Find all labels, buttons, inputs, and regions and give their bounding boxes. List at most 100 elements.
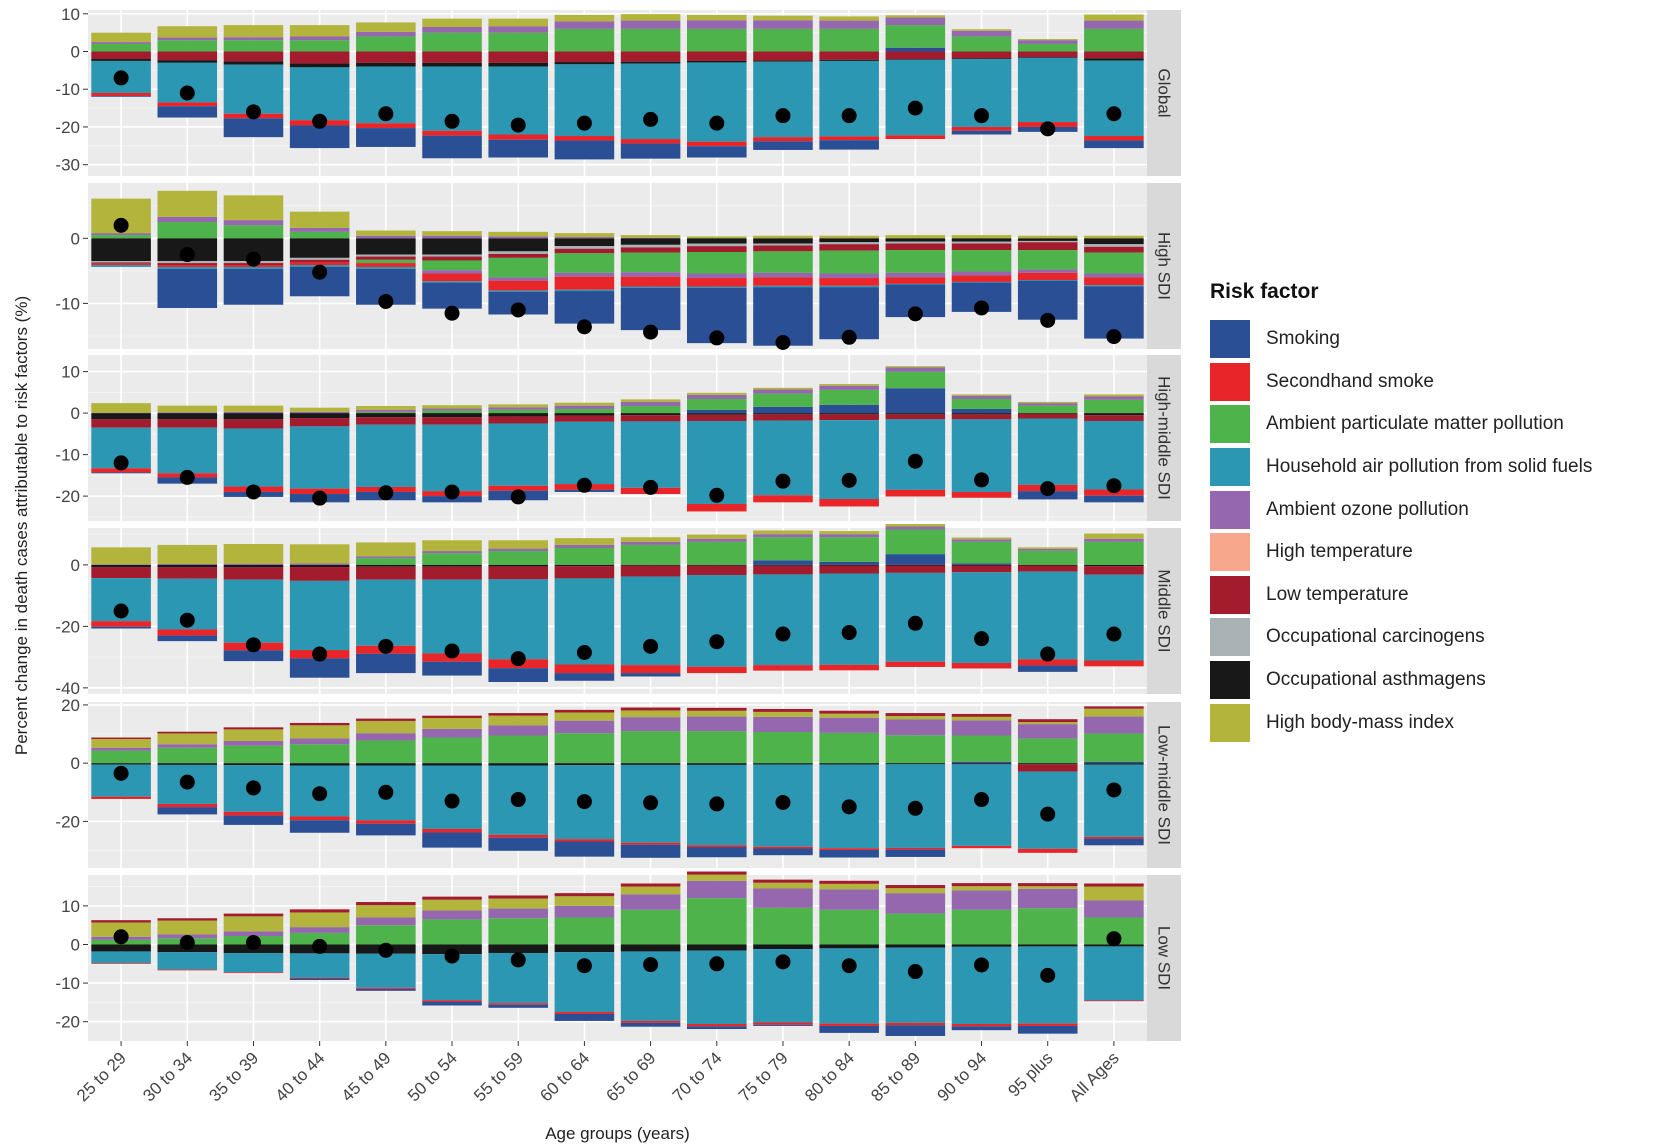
net-change-point: [312, 786, 328, 802]
bar-segment: [554, 62, 615, 65]
bar-segment: [554, 421, 615, 485]
bar-segment: [1017, 738, 1078, 764]
legend-item: Secondhand smoke: [1210, 361, 1650, 404]
net-change-point: [841, 329, 857, 345]
bar-segment: [885, 885, 946, 889]
bar-segment: [91, 763, 151, 765]
bar-segment: [223, 61, 284, 65]
net-change-point: [179, 247, 195, 263]
net-change-point: [709, 115, 725, 131]
net-change-point: [841, 958, 857, 974]
bar-segment: [488, 763, 549, 766]
net-change-point: [1106, 106, 1122, 122]
bar-segment: [422, 661, 482, 676]
bar-segment: [554, 664, 615, 674]
bar-segment: [620, 1020, 681, 1023]
bar-segment: [885, 367, 946, 372]
facet-label: High-middle SDI: [1155, 376, 1174, 500]
bar-segment: [885, 947, 946, 1023]
bar-segment: [620, 565, 681, 577]
bar-segment: [356, 905, 416, 918]
bar-segment: [422, 51, 482, 63]
bar-segment: [1017, 51, 1078, 58]
bar-segment: [753, 564, 813, 566]
y-tick-label: -20: [55, 487, 80, 506]
net-change-point: [113, 929, 129, 945]
net-change-point: [245, 637, 261, 653]
bar-segment: [753, 28, 813, 52]
bar-segment: [356, 542, 416, 557]
bar-segment: [223, 579, 284, 643]
bar-segment: [91, 564, 151, 568]
y-tick-label: -10: [55, 80, 80, 99]
bar-segment: [356, 238, 416, 255]
legend-label: Ambient ozone pollution: [1266, 498, 1469, 520]
bar-segment: [356, 235, 416, 239]
net-change-point: [709, 330, 725, 346]
net-change-point: [576, 958, 592, 974]
bar-segment: [885, 719, 946, 736]
bar-segment: [422, 254, 482, 257]
bar-segment: [91, 96, 151, 97]
bar-segment: [554, 733, 615, 764]
bar-segment: [951, 58, 1012, 60]
net-change-point: [576, 645, 592, 660]
bar-segment: [686, 944, 747, 951]
bar-segment: [223, 815, 284, 825]
bar-segment: [1017, 888, 1078, 909]
bar-segment: [289, 426, 350, 489]
net-change-point: [576, 477, 592, 493]
bar-segment: [157, 266, 218, 269]
x-tick-label: 80 to 84: [801, 1048, 858, 1105]
bar-segment: [422, 579, 482, 654]
bar-segment: [753, 530, 813, 535]
bar-segment: [885, 59, 946, 136]
bar-segment: [620, 406, 681, 414]
bar-segment: [289, 738, 350, 745]
bar-segment: [951, 909, 1012, 945]
bar-segment: [686, 238, 747, 244]
bar-segment: [554, 233, 615, 238]
bar-segment: [819, 944, 879, 949]
bar-segment: [554, 136, 615, 141]
bar-segment: [620, 842, 681, 845]
net-change-point: [709, 487, 725, 503]
net-change-point: [378, 485, 394, 501]
bar-segment: [422, 260, 482, 271]
bar-segment: [885, 1025, 946, 1036]
facet-panel: 0 -10 High SDI: [55, 183, 1181, 350]
bar-segment: [1084, 660, 1144, 667]
bar-segment: [686, 716, 747, 732]
bar-segment: [1017, 719, 1078, 723]
bar-segment: [356, 256, 416, 260]
bar-segment: [686, 14, 747, 21]
bar-segment: [356, 424, 416, 487]
bar-segment: [819, 59, 879, 61]
bar-segment: [488, 715, 549, 726]
net-change-point: [312, 646, 328, 662]
bar-segment: [157, 419, 218, 428]
bar-segment: [1084, 238, 1144, 245]
bar-segment: [223, 428, 284, 487]
net-change-point: [444, 305, 460, 321]
bar-segment: [1017, 242, 1078, 251]
bar-segment: [753, 665, 813, 671]
facet-label: Low-middle SDI: [1155, 725, 1174, 845]
bar-segment: [289, 722, 350, 726]
bar-segment: [289, 211, 350, 228]
bar-segment: [620, 541, 681, 545]
bar-segment: [157, 26, 218, 38]
net-change-point: [1106, 626, 1122, 642]
net-change-point: [378, 638, 394, 654]
bar-segment: [753, 708, 813, 712]
bar-segment: [91, 235, 151, 239]
bar-segment: [951, 238, 1012, 242]
bar-segment: [554, 14, 615, 22]
bar-segment: [488, 834, 549, 838]
bar-segment: [422, 256, 482, 261]
bar-segment: [1017, 418, 1078, 485]
net-change-point: [179, 612, 195, 628]
x-tick-label: 55 to 59: [470, 1048, 527, 1105]
bar-segment: [554, 51, 615, 63]
bar-segment: [1017, 235, 1078, 239]
